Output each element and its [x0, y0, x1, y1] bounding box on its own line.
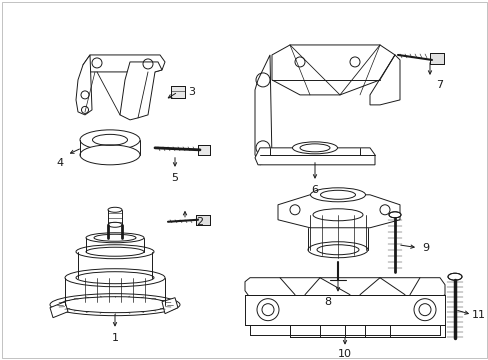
- Polygon shape: [162, 298, 178, 314]
- Ellipse shape: [388, 212, 400, 218]
- Text: 1: 1: [111, 333, 118, 343]
- Bar: [196, 215, 209, 225]
- Bar: [198, 145, 209, 155]
- Polygon shape: [244, 278, 444, 298]
- Bar: [319, 325, 345, 337]
- Text: 6: 6: [311, 185, 318, 195]
- Polygon shape: [76, 55, 92, 115]
- Bar: [196, 215, 209, 225]
- Bar: [429, 53, 443, 64]
- Ellipse shape: [447, 273, 461, 280]
- Ellipse shape: [310, 188, 365, 202]
- Bar: [171, 86, 184, 98]
- Ellipse shape: [65, 269, 164, 287]
- Text: 9: 9: [422, 243, 428, 253]
- Polygon shape: [244, 295, 444, 325]
- Polygon shape: [83, 55, 164, 72]
- Bar: [364, 325, 389, 337]
- Ellipse shape: [80, 130, 140, 150]
- Ellipse shape: [86, 233, 143, 243]
- Polygon shape: [369, 55, 399, 105]
- Polygon shape: [120, 62, 162, 120]
- Text: 7: 7: [436, 80, 443, 90]
- Polygon shape: [271, 45, 394, 95]
- Bar: [198, 145, 209, 155]
- Text: 5: 5: [171, 173, 178, 183]
- Text: 2: 2: [196, 217, 203, 227]
- Bar: [429, 53, 443, 64]
- Ellipse shape: [80, 145, 140, 165]
- Ellipse shape: [292, 142, 337, 154]
- Text: 10: 10: [337, 348, 351, 359]
- Polygon shape: [254, 55, 271, 165]
- Ellipse shape: [307, 242, 367, 258]
- Bar: [289, 325, 444, 337]
- Text: 8: 8: [324, 297, 331, 307]
- Bar: [171, 86, 184, 98]
- Text: 4: 4: [56, 158, 63, 168]
- Polygon shape: [50, 302, 68, 318]
- Polygon shape: [254, 148, 374, 165]
- Ellipse shape: [50, 294, 180, 316]
- Ellipse shape: [76, 245, 154, 259]
- Polygon shape: [278, 195, 399, 228]
- Text: 11: 11: [471, 310, 485, 320]
- Text: 3: 3: [188, 87, 195, 97]
